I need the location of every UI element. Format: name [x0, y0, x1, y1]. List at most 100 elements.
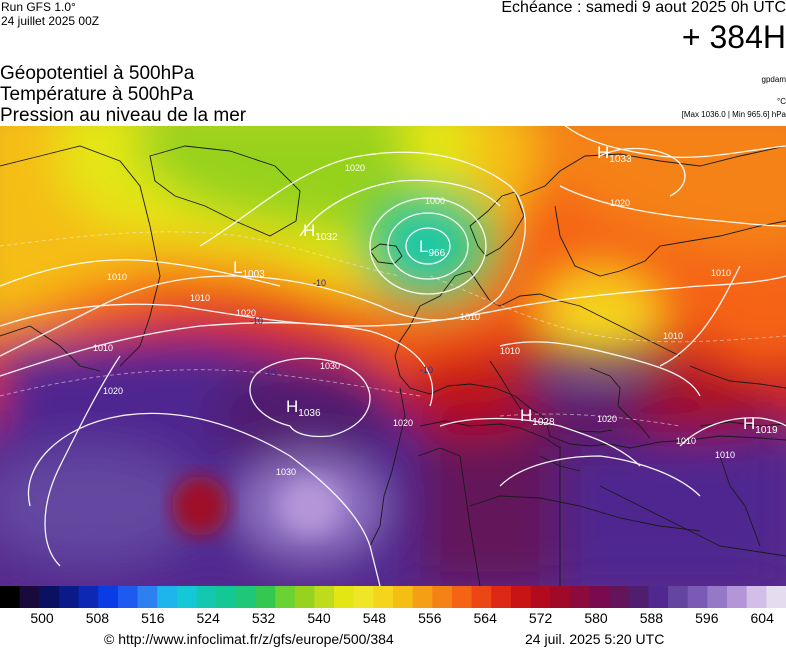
scale-color-swatch — [39, 586, 60, 608]
scale-color-swatch — [569, 586, 591, 608]
scale-tick-label: 540 — [307, 610, 331, 626]
temperature-label: -10 — [313, 278, 326, 288]
isobar-label: 1010 — [663, 331, 683, 341]
isobar-label: 1020 — [345, 163, 365, 173]
scale-color-swatch — [510, 586, 532, 608]
pressure-range: [Max 1036.0 | Min 965.6] hPa — [681, 110, 786, 119]
temperature-label: -10 — [420, 365, 433, 375]
scale-color-swatch — [176, 586, 198, 608]
scale-color-swatch — [137, 586, 158, 608]
scale-color-swatch — [255, 586, 276, 608]
source-credit: © http://www.infoclimat.fr/z/gfs/europe/… — [104, 631, 394, 647]
scale-color-swatch — [19, 586, 40, 608]
scale-color-swatch — [334, 586, 355, 608]
forecast-horizon: + 384H — [681, 19, 786, 55]
layer-title-temperature: Température à 500hPa — [0, 84, 194, 105]
scale-color-swatch — [491, 586, 512, 608]
layer-title-pressure: Pression au niveau de la mer — [0, 105, 247, 126]
isobar-label: 1010 — [715, 450, 735, 460]
scale-color-swatch — [589, 586, 610, 608]
color-scale — [0, 586, 786, 608]
isobar-label: 1010 — [500, 346, 520, 356]
isobar-label: 1010 — [711, 268, 731, 278]
pressure-center: H1036 — [286, 397, 321, 419]
scale-color-swatch — [766, 586, 786, 608]
scale-color-swatch — [0, 586, 21, 608]
scale-color-swatch — [668, 586, 689, 608]
isobar-label: 1020 — [103, 386, 123, 396]
scale-color-swatch — [393, 586, 414, 608]
isobar-label: 1020 — [236, 308, 256, 318]
scale-tick-label: 572 — [528, 610, 553, 626]
scale-color-swatch — [78, 586, 99, 608]
scale-color-swatch — [58, 586, 80, 608]
pressure-center: L966 — [419, 237, 446, 259]
scale-color-swatch — [746, 586, 767, 608]
scale-color-swatch — [451, 586, 473, 608]
pressure-center: H1028 — [520, 406, 555, 428]
temperature-labels: -10 -10 -10 -10 — [250, 278, 433, 378]
temperature-label: -10 — [250, 316, 263, 326]
scale-tick-label: 556 — [418, 610, 442, 626]
forecast-valid-time: Echéance : samedi 9 aout 2025 0h UTC — [501, 0, 786, 16]
temperature-isotherms — [0, 231, 786, 427]
scale-color-swatch — [628, 586, 650, 608]
scale-tick-label: 596 — [695, 610, 719, 626]
isobar-label: 1030 — [320, 361, 340, 371]
run-date: 24 juillet 2025 00Z — [1, 14, 100, 28]
isobar-label: 1020 — [597, 414, 617, 424]
layer-title-geopotential: Géopotentiel à 500hPa — [0, 63, 195, 84]
scale-color-swatch — [727, 586, 748, 608]
scale-tick-label: 604 — [750, 610, 774, 626]
isobar-label: 1010 — [93, 343, 113, 353]
temperature-unit: °C — [777, 97, 786, 106]
isobar-label: 1010 — [460, 312, 480, 322]
scale-color-swatch — [432, 586, 453, 608]
isobar-labels: 1020 1010 1000 1010 1010 1020 1010 1030 … — [93, 163, 735, 477]
scale-tick-label: 588 — [639, 610, 664, 626]
scale-color-swatch — [98, 586, 119, 608]
pressure-center: H1033 — [597, 143, 632, 165]
isobar-label: 1010 — [676, 436, 696, 446]
scale-tick-label: 508 — [85, 610, 110, 626]
geopotential-field — [0, 126, 786, 586]
scale-color-swatch — [157, 586, 178, 608]
scale-color-swatch — [609, 586, 630, 608]
pressure-center: H1019 — [743, 414, 778, 436]
run-label: Run GFS 1.0° — [1, 0, 76, 14]
temperature-label: -10 — [263, 368, 276, 378]
pressure-center: L1003 — [233, 258, 265, 280]
scale-tick-label: 564 — [473, 610, 497, 626]
scale-tick-labels: 500 508 516 524 532 540 548 556 564 572 580 588 596 6… — [0, 610, 786, 628]
scale-tick-label: 524 — [196, 610, 220, 626]
scale-tick-label: 500 — [30, 610, 54, 626]
isobar-label: 1010 — [190, 293, 210, 303]
scale-color-swatch — [550, 586, 571, 608]
pressure-center-labels: H1033 H1032 L966 L1003 H1036 H1028 H1019 — [233, 143, 778, 436]
isobar-label: 1030 — [276, 467, 296, 477]
scale-color-swatch — [117, 586, 139, 608]
isobar-label: 1000 — [425, 196, 445, 206]
scale-color-swatch — [196, 586, 217, 608]
isobar-label: 1020 — [610, 198, 630, 208]
scale-color-swatch — [373, 586, 394, 608]
scale-color-swatch — [314, 586, 335, 608]
scale-color-swatch — [275, 586, 296, 608]
scale-color-swatch — [412, 586, 433, 608]
scale-tick-label: 548 — [362, 610, 387, 626]
scale-color-swatch — [687, 586, 708, 608]
scale-color-swatch — [648, 586, 669, 608]
coastlines — [0, 145, 786, 586]
scale-color-swatch — [471, 586, 492, 608]
isobar-label: 1020 — [393, 418, 413, 428]
isobar-label: 1010 — [107, 272, 127, 282]
geopotential-unit: gpdam — [761, 75, 786, 84]
isobars — [0, 126, 786, 586]
scale-color-swatch — [707, 586, 728, 608]
run-datetime: 24 juil. 2025 5:20 UTC — [525, 631, 665, 647]
scale-tick-label: 532 — [251, 610, 276, 626]
scale-color-swatch — [216, 586, 237, 608]
scale-tick-label: 516 — [141, 610, 165, 626]
weather-map: H1033 H1032 L966 L1003 H1036 H1028 H1019… — [0, 126, 786, 586]
scale-color-swatch — [294, 586, 315, 608]
